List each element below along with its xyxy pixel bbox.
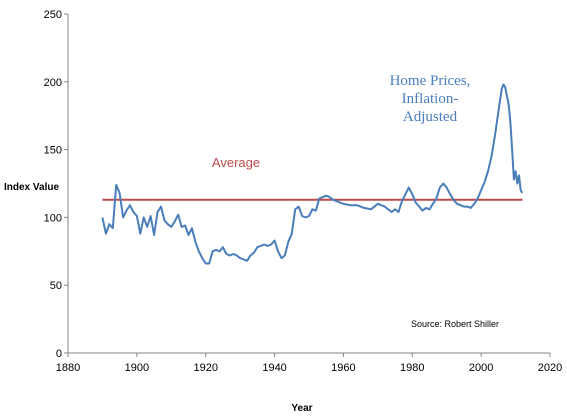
x-tick-label-7: 2020 bbox=[538, 362, 562, 374]
plot-area bbox=[67, 14, 550, 354]
source-note: Source: Robert Shiller bbox=[411, 319, 499, 329]
y-tick-label-3: 150 bbox=[44, 145, 62, 157]
series-line-home-prices bbox=[101, 83, 524, 265]
y-tick-label-4: 200 bbox=[44, 77, 62, 89]
series-label-line-1: Home Prices, bbox=[390, 73, 471, 89]
x-axis-ticks: 1880 1900 1920 1940 1960 1980 2000 2020 bbox=[56, 353, 562, 374]
y-tick-label-1: 50 bbox=[50, 280, 62, 292]
x-tick-label-2: 1920 bbox=[193, 362, 217, 374]
x-tick-label-0: 1880 bbox=[56, 362, 80, 374]
x-axis-title: Year bbox=[291, 403, 312, 414]
x-tick-label-6: 2000 bbox=[469, 362, 493, 374]
x-tick-label-3: 1940 bbox=[262, 362, 286, 374]
y-tick-label-0: 0 bbox=[56, 348, 62, 360]
x-tick-label-5: 1980 bbox=[400, 362, 424, 374]
average-label: Average bbox=[212, 155, 260, 170]
y-axis-ticks: 0 50 100 150 200 250 bbox=[44, 9, 68, 360]
x-tick-label-1: 1900 bbox=[125, 362, 149, 374]
series-label-line-2: Inflation- bbox=[402, 91, 459, 107]
y-tick-label-5: 250 bbox=[44, 9, 62, 21]
series-label-line-3: Adjusted bbox=[403, 109, 458, 125]
y-tick-label-2: 100 bbox=[44, 212, 62, 224]
y-axis-title: Index Value bbox=[4, 182, 59, 193]
x-tick-label-4: 1960 bbox=[331, 362, 355, 374]
